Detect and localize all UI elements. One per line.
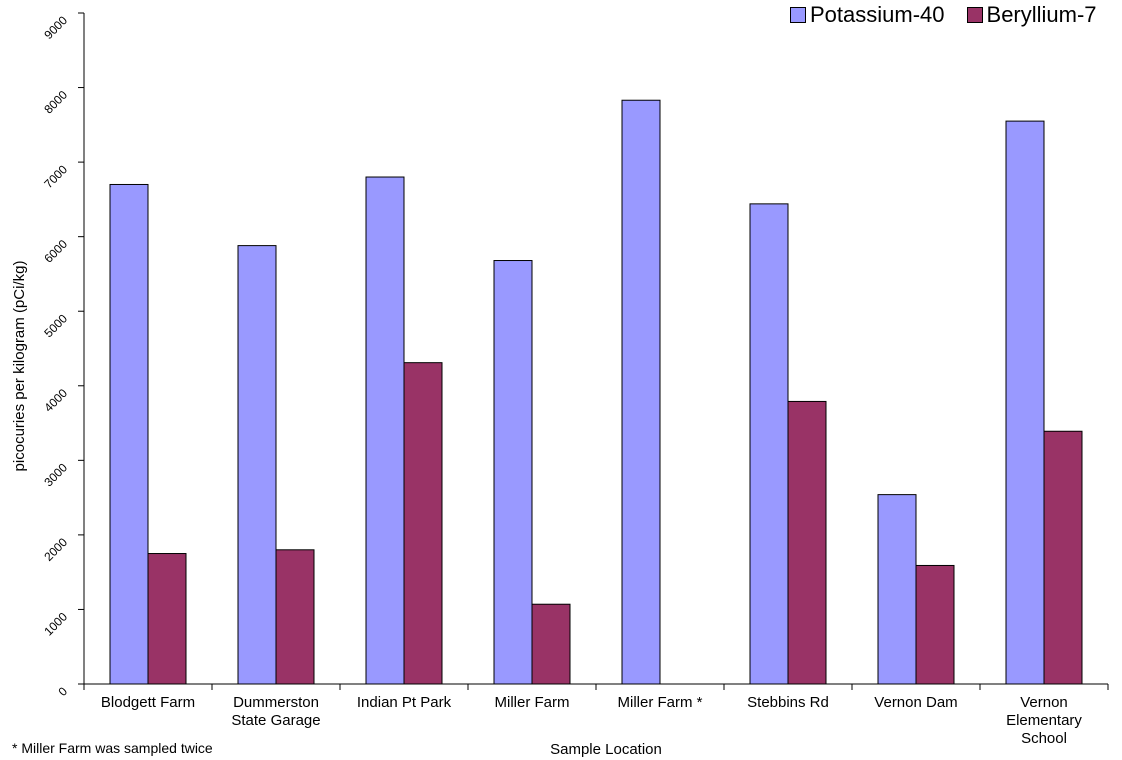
legend: Potassium-40 Beryllium-7 bbox=[790, 2, 1097, 28]
y-tick-label: 0 bbox=[55, 684, 70, 699]
bar-beryllium-7 bbox=[531, 603, 571, 685]
y-tick-label: 9000 bbox=[41, 13, 70, 42]
x-tick-label: Vernon Elementary School bbox=[1006, 694, 1082, 747]
bar-beryllium-7 bbox=[147, 553, 187, 685]
bar-potassium-40 bbox=[749, 203, 789, 685]
legend-item-beryllium: Beryllium-7 bbox=[966, 2, 1097, 28]
x-tick-label: Dummerston State Garage bbox=[231, 694, 320, 729]
x-axis-label: Sample Location bbox=[550, 741, 662, 758]
legend-swatch-potassium bbox=[790, 7, 806, 23]
bar-potassium-40 bbox=[621, 99, 661, 685]
footnote: * Miller Farm was sampled twice bbox=[12, 740, 213, 756]
y-tick-label: 6000 bbox=[41, 237, 70, 266]
x-tick-label: Miller Farm bbox=[495, 694, 570, 711]
legend-swatch-beryllium bbox=[966, 7, 983, 23]
y-tick-label: 1000 bbox=[41, 609, 70, 638]
y-tick-label: 7000 bbox=[41, 162, 70, 191]
bar-beryllium-7 bbox=[787, 400, 827, 685]
x-tick-label: Miller Farm * bbox=[618, 694, 703, 711]
x-tick-label: Blodgett Farm bbox=[101, 694, 195, 711]
y-tick-label: 2000 bbox=[41, 535, 70, 564]
bar-potassium-40 bbox=[237, 245, 277, 685]
x-tick-label: Stebbins Rd bbox=[747, 694, 829, 711]
bar-potassium-40 bbox=[365, 176, 405, 685]
y-axis-label: picocuries per kilogram (pCi/kg) bbox=[11, 261, 28, 472]
bar-potassium-40 bbox=[1005, 120, 1045, 685]
bar-potassium-40 bbox=[493, 260, 533, 685]
bar-beryllium-7 bbox=[275, 549, 315, 685]
x-tick-label: Indian Pt Park bbox=[357, 694, 452, 711]
y-tick-label: 3000 bbox=[41, 460, 70, 489]
bar-beryllium-7 bbox=[403, 362, 443, 685]
bar-potassium-40 bbox=[109, 183, 149, 685]
legend-item-potassium: Potassium-40 bbox=[790, 2, 945, 28]
y-tick-label: 4000 bbox=[41, 386, 70, 415]
bars bbox=[109, 99, 1083, 685]
x-tick-label: Vernon Dam bbox=[874, 694, 957, 711]
bar-potassium-40 bbox=[877, 494, 917, 685]
legend-label-potassium: Potassium-40 bbox=[810, 2, 945, 27]
y-tick-label: 5000 bbox=[41, 311, 70, 340]
y-tick-label: 8000 bbox=[41, 88, 70, 117]
legend-label-beryllium: Beryllium-7 bbox=[986, 2, 1097, 27]
bar-beryllium-7 bbox=[915, 564, 955, 685]
bar-beryllium-7 bbox=[1043, 430, 1083, 685]
